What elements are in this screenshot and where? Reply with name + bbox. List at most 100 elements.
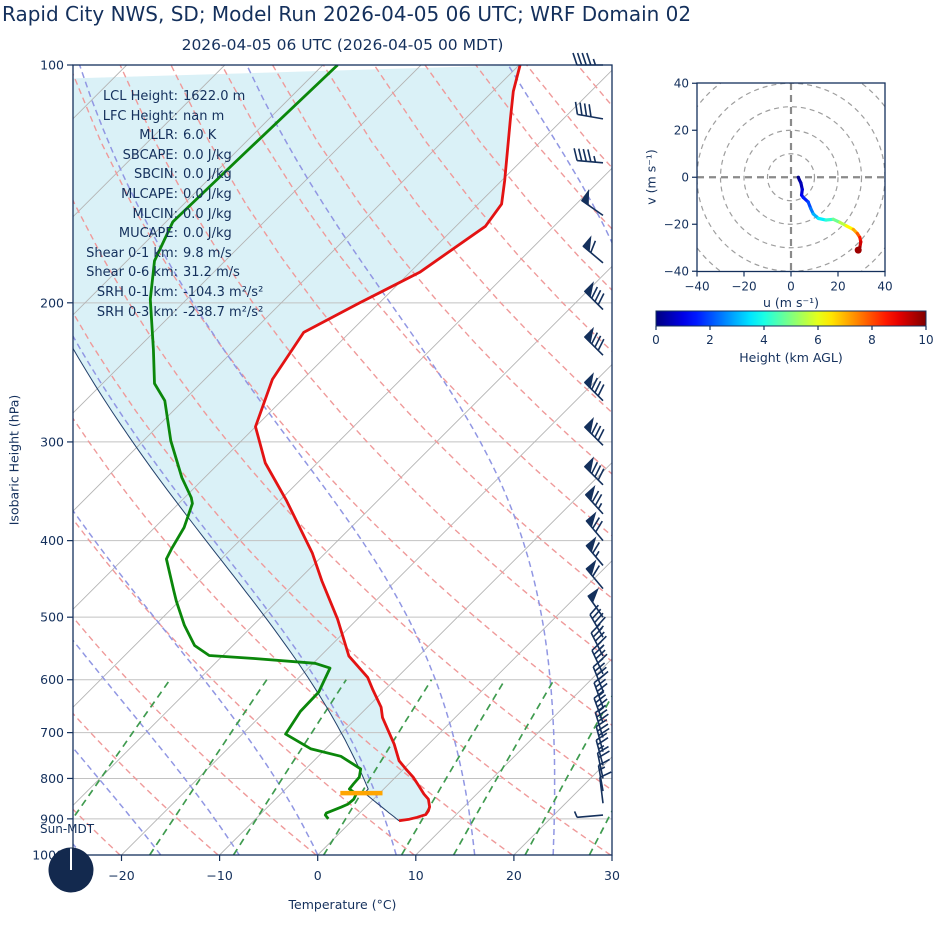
stat-value: 0.0 J/kg <box>183 186 232 202</box>
moist-adiabat-line <box>73 746 162 855</box>
stat-value: nan m <box>183 108 225 124</box>
stat-label: SRH 0-3 km: <box>96 304 178 320</box>
hodograph-trace-end <box>854 246 862 254</box>
isotherm-line <box>513 756 612 855</box>
wind-barb-icon <box>587 587 604 618</box>
colorbar-tick-label: 2 <box>706 333 714 347</box>
skewt-plot-area <box>73 65 935 855</box>
stat-line: LCL Height: 1622.0 m <box>50 87 263 107</box>
stat-label: MUCAPE: <box>118 226 178 242</box>
dry-adiabat-line <box>526 65 612 169</box>
skewt-y-axis-label: Isobaric Height (hPa) <box>6 394 22 526</box>
stat-value: 0.0 J/kg <box>183 206 232 222</box>
mixing-ratio-line <box>232 679 347 855</box>
hodograph-x-axis-label: u (m s⁻¹) <box>763 295 819 310</box>
stat-value: -238.7 m²/s² <box>183 304 264 320</box>
stat-value: 6.0 K <box>183 128 217 144</box>
stat-line: MLCAPE: 0.0 J/kg <box>50 185 263 205</box>
cin-shade-region <box>73 65 521 821</box>
stat-label: LFC Height: <box>102 108 178 124</box>
stat-label: MLCIN: <box>132 206 178 222</box>
colorbar-tick-label: 6 <box>814 333 822 347</box>
stat-line: MLLR: 6.0 K <box>50 126 263 146</box>
stat-value: -104.3 m²/s² <box>183 284 264 300</box>
isotherm-line <box>73 65 226 218</box>
wind-barb-icon <box>574 101 604 120</box>
isotherm-line <box>611 854 612 855</box>
pressure-tick-label: 600 <box>40 672 64 687</box>
isotherm-line <box>73 65 422 414</box>
wind-barb-icon <box>595 732 609 766</box>
temperature-tick-label: 10 <box>408 868 424 883</box>
stat-value: 0.0 J/kg <box>183 226 232 242</box>
colorbar-tick-label: 8 <box>868 333 876 347</box>
wind-barb-icon <box>597 758 610 792</box>
stat-value: 0.0 J/kg <box>183 147 232 163</box>
hodograph-u-tick-label: 40 <box>877 280 892 294</box>
moist-adiabat-line <box>710 65 846 855</box>
dry-adiabat-line <box>628 65 935 855</box>
wind-barb-icon <box>583 416 605 446</box>
pressure-tick-label: 800 <box>40 771 64 786</box>
stat-label: SBCIN: <box>134 167 178 183</box>
mixing-ratio-line <box>400 679 506 855</box>
wind-barb-icon <box>582 235 604 264</box>
mixing-ratio-line <box>452 679 555 855</box>
stat-value: 0.0 J/kg <box>183 167 232 183</box>
hodograph-axes: −40 −40 −20 −20 0 0 20 20 40 40 <box>664 76 893 293</box>
dry-adiabat-line <box>73 311 611 855</box>
hodograph-ring <box>719 106 863 249</box>
wind-barb-icon <box>573 811 604 819</box>
wind-barb-icon <box>573 148 604 164</box>
wind-barb-icon <box>583 372 605 402</box>
stat-line: SBCAPE: 0.0 J/kg <box>50 146 263 166</box>
moist-adiabat-line <box>73 334 397 855</box>
wind-barb-icon <box>583 456 605 486</box>
stat-label: SRH 0-1 km: <box>96 284 178 300</box>
sun-time-label: Sun-MDT <box>40 822 95 836</box>
moist-adiabat-line <box>73 509 319 855</box>
dry-adiabat-line <box>781 65 935 855</box>
hodograph-v-tick-label: 40 <box>674 76 689 90</box>
stat-label: Shear 0-6 km: <box>86 265 178 281</box>
isotherm-line <box>121 363 612 855</box>
stat-value: 31.2 m/s <box>183 265 240 281</box>
stat-line: LFC Height: nan m <box>50 107 263 127</box>
stat-value: 9.8 m/s <box>183 245 232 261</box>
wind-barb-icon <box>583 281 605 311</box>
isotherm-line <box>73 167 612 708</box>
temperature-curve <box>254 65 522 823</box>
colorbar-tick-label: 10 <box>918 333 933 347</box>
stat-line: SBCIN: 0.0 J/kg <box>50 165 263 185</box>
moist-adiabat-line <box>78 65 476 855</box>
sun-position-icon <box>48 847 94 893</box>
dry-adiabat-line <box>679 65 935 855</box>
wind-barb-icon <box>581 188 604 217</box>
temperature-tick-label: −10 <box>206 868 232 883</box>
height-colorbar: 0 2 4 6 8 10 <box>652 310 934 347</box>
mixing-ratio-line <box>148 679 268 855</box>
isotherm-line <box>73 65 520 512</box>
isotherm-line <box>73 65 324 316</box>
stat-line: Shear 0-1 km: 9.8 m/s <box>50 244 263 264</box>
temperature-tick-label: 20 <box>506 868 522 883</box>
hodograph-u-tick-label: −40 <box>684 280 709 294</box>
isotherm-line <box>73 69 612 610</box>
pressure-tick-label: 700 <box>40 725 64 740</box>
stat-line: Shear 0-6 km: 31.2 m/s <box>50 263 263 283</box>
temperature-tick-label: −20 <box>108 868 134 883</box>
skewt-subtitle: 2026-04-05 06 UTC (2026-04-05 00 MDT) <box>181 36 504 54</box>
pressure-tick-label: 900 <box>40 811 64 826</box>
hodograph-y-axis-label: v (m s⁻¹) <box>643 149 659 205</box>
wind-barb-icon <box>599 771 612 804</box>
hodograph-ring <box>766 153 816 202</box>
isotherm-line <box>415 658 612 855</box>
dry-adiabat-line <box>73 712 219 855</box>
dry-adiabat-line <box>882 65 935 855</box>
dry-adiabat-line <box>832 65 935 855</box>
hodograph-v-tick-label: 0 <box>681 170 689 184</box>
wind-barb-icon <box>585 511 604 542</box>
isotherm-line <box>710 65 935 855</box>
